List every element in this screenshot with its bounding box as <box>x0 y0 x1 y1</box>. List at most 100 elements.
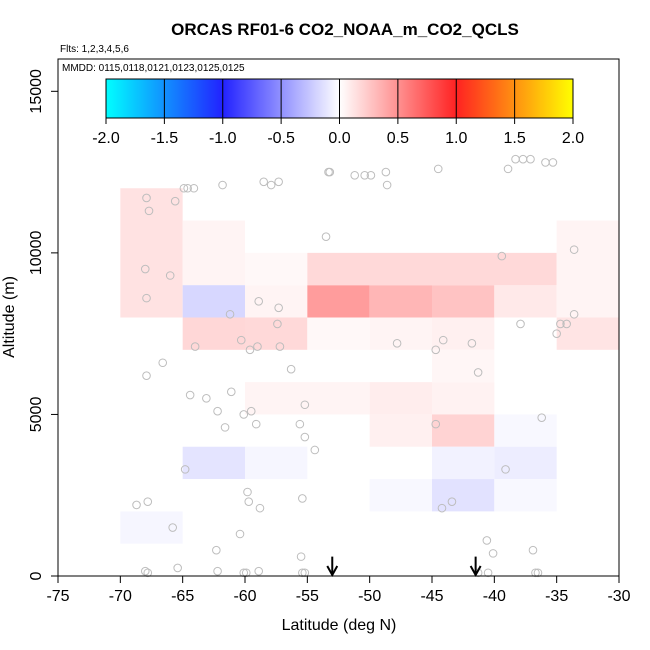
colorbar-tick-label: 1.0 <box>445 130 467 147</box>
y-tick-label: 0 <box>28 571 45 580</box>
flight-point <box>213 566 222 576</box>
heatmap-cell <box>369 382 432 415</box>
flight-point <box>273 319 282 329</box>
flight-point <box>218 180 227 190</box>
flight-point <box>501 465 510 474</box>
flight-point <box>300 568 310 578</box>
flight-point <box>433 164 443 174</box>
flight-track-points <box>132 154 579 578</box>
x-tick-label: -50 <box>358 588 381 605</box>
heatmap-cell <box>556 317 619 350</box>
flight-point <box>239 410 249 419</box>
heatmap-cell <box>494 446 557 480</box>
flight-point <box>296 552 306 561</box>
colorbar-tick-label: 2.0 <box>562 130 584 147</box>
flight-point <box>170 196 180 206</box>
x-axis: -75 -70 -65 -60 -55 -50 -45 -40 -35 -30 <box>46 576 631 605</box>
flight-point <box>295 419 305 429</box>
heatmap-cell <box>432 446 495 480</box>
flight-point <box>168 523 177 532</box>
flight-point <box>526 154 535 164</box>
flight-point <box>488 549 498 558</box>
flight-point <box>266 180 276 190</box>
flight-point <box>562 319 571 329</box>
flight-point <box>144 206 154 216</box>
flight-point <box>298 494 307 503</box>
flight-point <box>173 563 182 573</box>
chart-title: ORCAS RF01-6 CO2_NOAA_m_CO2_QCLS <box>171 20 519 39</box>
x-tick-label: -70 <box>109 588 132 605</box>
flight-point <box>438 335 448 345</box>
flight-point <box>274 303 283 313</box>
y-axis: 0 5000 10000 15000 <box>28 69 58 580</box>
flight-point <box>255 503 265 513</box>
flight-point <box>569 309 579 319</box>
flight-point <box>473 368 483 377</box>
flight-point <box>158 358 168 368</box>
flight-point <box>541 158 550 167</box>
colorbar-tick-label: -1.5 <box>151 130 179 147</box>
flight-point <box>321 232 331 242</box>
flight-point <box>366 171 376 180</box>
flight-point <box>254 566 264 576</box>
flight-point <box>518 154 528 164</box>
flight-point <box>165 271 175 280</box>
x-tick-label: -60 <box>233 588 256 605</box>
x-tick-label: -30 <box>607 588 630 605</box>
colorbar-tick-label: 1.5 <box>504 130 526 147</box>
heatmap-cell <box>432 349 495 383</box>
flight-point <box>533 568 543 578</box>
flight-point <box>132 500 141 510</box>
flight-point <box>300 432 310 442</box>
heatmap-cell <box>432 382 495 415</box>
flight-point <box>325 167 335 177</box>
y-tick-label: 10000 <box>28 231 45 276</box>
flight-point <box>241 568 251 578</box>
flight-point <box>483 568 493 578</box>
flight-point <box>143 497 153 506</box>
heatmap-cell <box>120 511 183 544</box>
flight-point <box>202 393 211 403</box>
x-tick-label: -75 <box>46 588 69 605</box>
heatmap-cells <box>120 188 619 544</box>
flight-point <box>350 171 360 180</box>
location-arrows <box>326 556 482 578</box>
heatmap-cell <box>432 317 495 350</box>
flight-point <box>556 319 565 329</box>
x-tick-label: -55 <box>296 588 319 605</box>
colorbar-tick-label: -0.5 <box>267 130 295 147</box>
flight-point <box>225 309 235 319</box>
flight-point <box>251 419 261 429</box>
flight-point <box>548 158 558 167</box>
flight-point <box>275 342 285 351</box>
y-tick-label: 15000 <box>28 69 45 114</box>
flight-point <box>140 566 150 576</box>
y-axis-label: Altitude (m) <box>1 276 18 358</box>
heatmap-cell <box>182 446 245 480</box>
flight-point <box>467 339 477 348</box>
flights-label: Flts: 1,2,3,4,5,6 <box>60 44 129 55</box>
flight-point <box>244 497 254 506</box>
heatmap-cell <box>245 285 308 318</box>
flight-point <box>142 193 151 203</box>
flight-point <box>220 423 230 432</box>
heatmap-cell <box>307 317 370 350</box>
plot-frame <box>57 58 620 577</box>
flight-point <box>497 251 507 261</box>
flight-point <box>213 406 222 416</box>
x-axis-label: Latitude (deg N) <box>282 617 397 634</box>
heatmap-cell <box>369 479 432 512</box>
heatmap-cell <box>245 382 370 415</box>
x-tick-label: -40 <box>483 588 506 605</box>
colorbar-tick-label: 0.0 <box>328 130 350 147</box>
colorbar: -2.0 -1.5 -1.0 -0.5 0.0 0.5 1.0 1.5 2.0 <box>92 78 584 147</box>
heatmap-cell <box>245 317 308 350</box>
heatmap-cell <box>432 414 495 447</box>
flight-point <box>298 568 307 578</box>
flight-point <box>189 183 199 193</box>
x-tick-label: -45 <box>420 588 443 605</box>
heatmap-cell <box>494 285 557 318</box>
flight-point <box>259 177 269 187</box>
flight-point <box>310 445 320 455</box>
